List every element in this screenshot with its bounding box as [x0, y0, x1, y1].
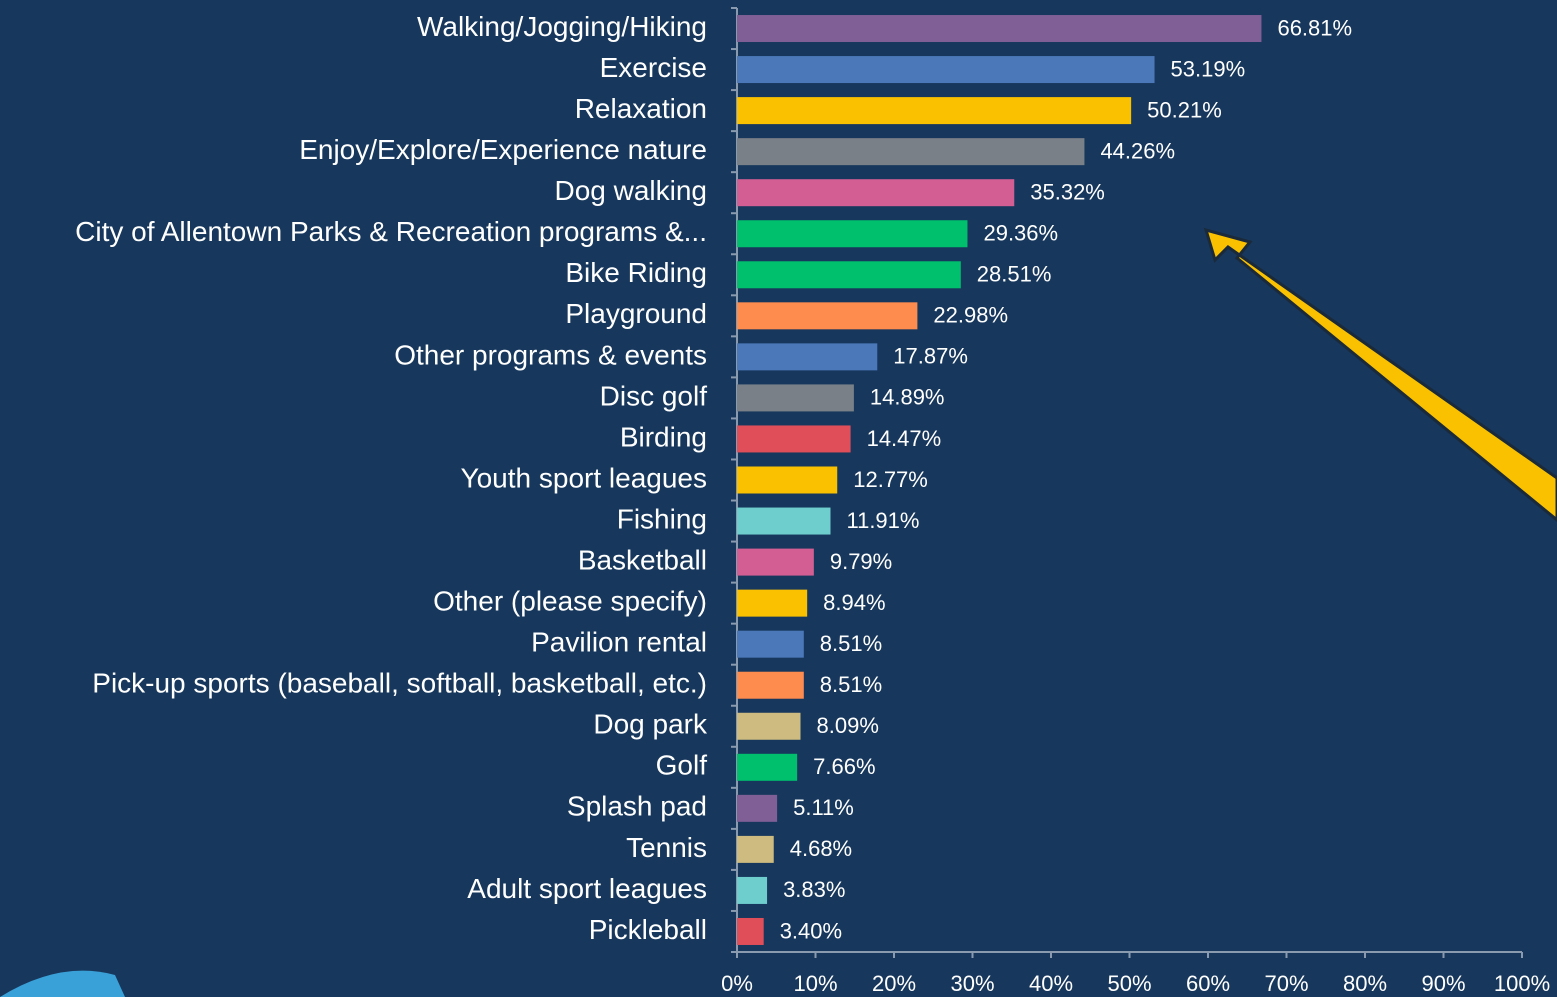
bar: [737, 876, 768, 904]
bar: [737, 97, 1132, 125]
bar: [737, 548, 814, 576]
arrow: [1203, 227, 1557, 522]
category-label: Pick-up sports (baseball, softball, bask…: [92, 668, 707, 699]
x-tick-label: 50%: [1107, 971, 1151, 996]
category-label: Basketball: [578, 544, 707, 575]
bar: [737, 15, 1262, 43]
bar: [737, 384, 854, 412]
bar: [737, 179, 1015, 207]
category-label: Dog walking: [554, 175, 707, 206]
data-label: 5.11%: [793, 795, 854, 820]
category-label: Pickleball: [589, 914, 707, 945]
x-tick-label: 70%: [1264, 971, 1308, 996]
x-tick-label: 60%: [1186, 971, 1230, 996]
data-label: 14.89%: [870, 385, 945, 410]
category-label: Exercise: [600, 52, 707, 83]
data-label: 29.36%: [983, 221, 1058, 246]
data-label: 8.51%: [820, 631, 882, 656]
bar: [737, 302, 918, 330]
bar: [737, 671, 804, 699]
x-tick-label: 20%: [872, 971, 916, 996]
data-label: 28.51%: [977, 262, 1052, 287]
data-label: 11.91%: [846, 508, 919, 533]
category-label: Bike Riding: [565, 257, 707, 288]
category-label: Enjoy/Explore/Experience nature: [299, 134, 707, 165]
category-label: Golf: [656, 750, 708, 781]
bar: [737, 466, 838, 494]
category-label: Dog park: [593, 709, 708, 740]
bar: [737, 343, 878, 371]
data-label: 9.79%: [830, 549, 892, 574]
category-label: Splash pad: [567, 791, 707, 822]
data-label: 3.83%: [783, 877, 845, 902]
bar: [737, 507, 831, 535]
x-tick-label: 10%: [793, 971, 837, 996]
data-label: 50.21%: [1147, 97, 1222, 122]
category-label: City of Allentown Parks & Recreation pro…: [75, 216, 707, 247]
data-label: 17.87%: [893, 344, 968, 369]
data-label: 4.68%: [790, 836, 852, 861]
category-label: Pavilion rental: [531, 627, 707, 658]
bar: [737, 56, 1155, 84]
data-label: 8.94%: [823, 590, 885, 615]
category-label: Relaxation: [575, 93, 707, 124]
data-label: 14.47%: [867, 426, 942, 451]
x-tick-label: 30%: [950, 971, 994, 996]
bar: [737, 220, 968, 248]
bar: [737, 753, 798, 781]
x-tick-label: 40%: [1029, 971, 1073, 996]
data-label: 3.40%: [780, 918, 842, 943]
category-label: Adult sport leagues: [467, 873, 707, 904]
data-label: 7.66%: [813, 754, 875, 779]
data-label: 22.98%: [933, 303, 1008, 328]
category-label: Walking/Jogging/Hiking: [417, 11, 707, 42]
category-label: Disc golf: [600, 380, 708, 411]
bar: [737, 835, 774, 863]
data-label: 8.09%: [817, 713, 879, 738]
x-tick-label: 80%: [1343, 971, 1387, 996]
bar: [737, 794, 778, 822]
bar: [737, 630, 804, 658]
bar: [737, 138, 1085, 166]
bar: [737, 712, 801, 740]
data-label: 44.26%: [1100, 138, 1175, 163]
category-label: Birding: [620, 421, 707, 452]
bar: [737, 425, 851, 453]
category-label: Other (please specify): [433, 586, 707, 617]
decor-swoosh: [0, 970, 125, 997]
bar: [737, 589, 808, 617]
data-label: 35.32%: [1030, 180, 1105, 205]
bar: [737, 261, 961, 289]
x-tick-label: 0%: [721, 971, 753, 996]
category-label: Tennis: [626, 832, 707, 863]
data-label: 8.51%: [820, 672, 882, 697]
category-label: Other programs & events: [394, 339, 707, 370]
category-label: Playground: [565, 298, 707, 329]
bar: [737, 917, 764, 945]
category-label: Youth sport leagues: [461, 462, 708, 493]
data-label: 53.19%: [1171, 56, 1246, 81]
data-label: 12.77%: [853, 467, 928, 492]
x-tick-label: 100%: [1494, 971, 1550, 996]
category-label: Fishing: [617, 503, 707, 534]
x-tick-label: 90%: [1421, 971, 1465, 996]
data-label: 66.81%: [1277, 15, 1352, 40]
